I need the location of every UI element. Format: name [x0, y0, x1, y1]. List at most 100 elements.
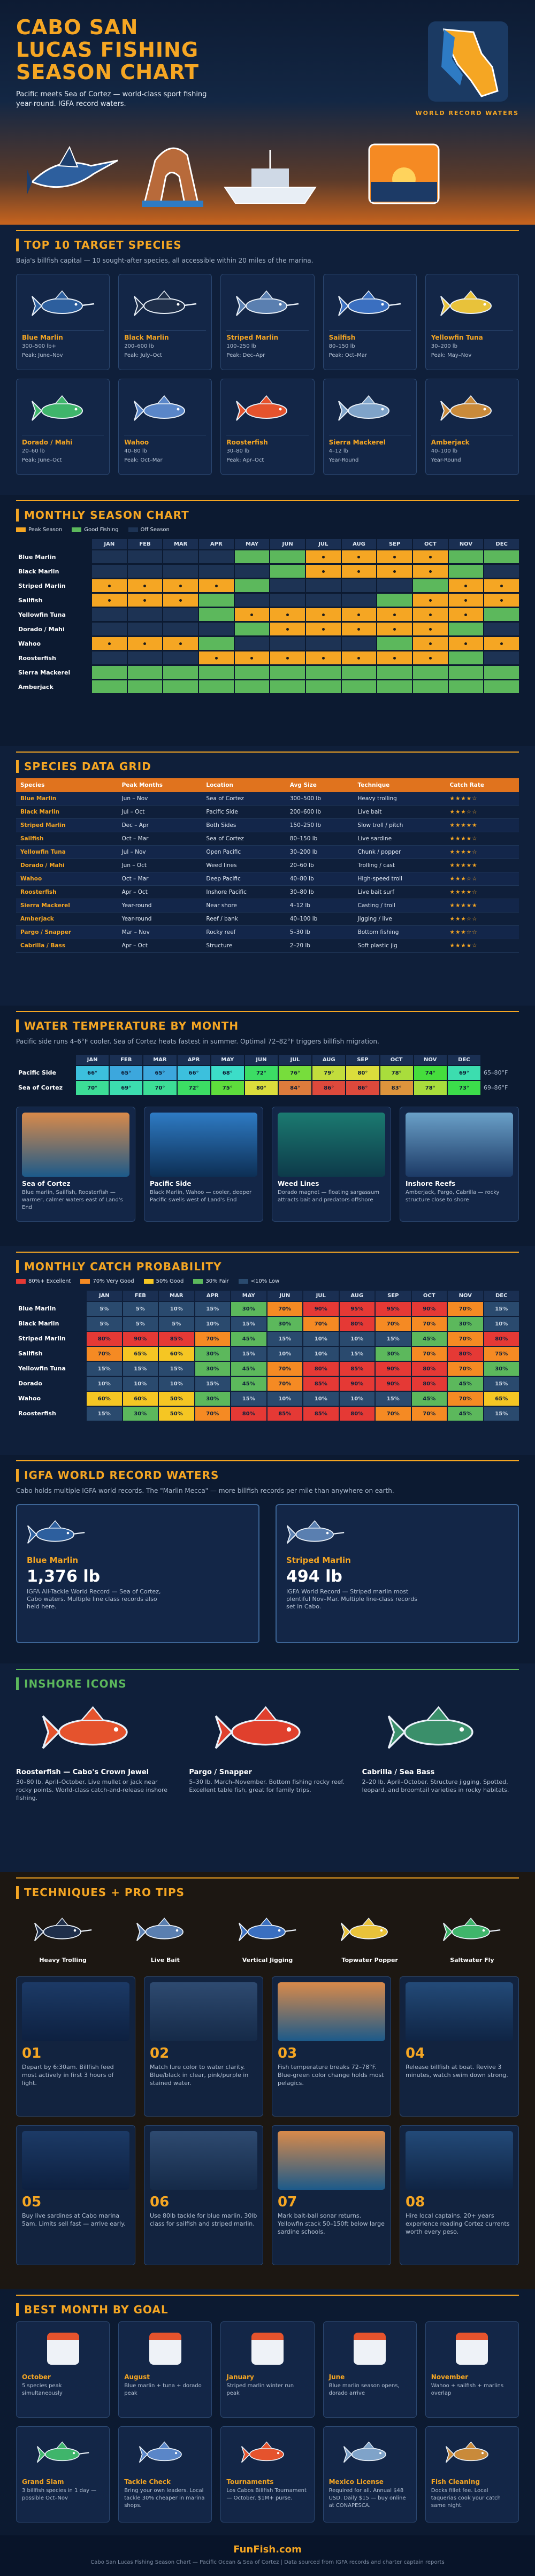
icon-shape [36, 1527, 74, 1542]
season-cell [412, 651, 448, 664]
icon-shape [27, 1520, 85, 1544]
peak-dot [143, 584, 147, 587]
table-cell: Both Sides [202, 818, 286, 832]
season-cell [448, 623, 484, 635]
month-label: JUN [270, 539, 305, 549]
icon-shape [73, 1929, 76, 1932]
table-row: Sailfish Oct – Mar Sea of Cortez 80–150 lb L… [16, 832, 519, 846]
probability-cell: 85% [339, 1362, 374, 1376]
table-cell: Pargo / Snapper [16, 925, 118, 939]
icon-shape [380, 1929, 383, 1932]
tip-image [406, 2131, 513, 2190]
section-rule [16, 230, 519, 231]
table-cell: 150–250 lb [285, 818, 354, 832]
icon-shape [177, 408, 180, 411]
method-label: Saltwater Fly [450, 1957, 494, 1964]
calendar-icon [149, 2333, 181, 2365]
icon-shape [440, 395, 492, 421]
month-label: MAY [234, 539, 270, 549]
shape [142, 201, 203, 207]
probability-cell: 80% [411, 1362, 447, 1376]
table-cell: Dorado / Mahi [16, 858, 118, 872]
probability-cell: 70% [267, 1302, 302, 1316]
goal-card: June Blue marlin season opens, dorado arr… [323, 2321, 417, 2418]
probability-cell: 45% [448, 1407, 483, 1421]
tip-card: 06 Use 80lb tackle for blue marlin, 30lb … [144, 2125, 263, 2265]
probability-cell: 5% [123, 1302, 158, 1316]
method: Saltwater Fly [425, 1910, 519, 1964]
icon-shape [489, 1929, 501, 1933]
season-cell [484, 594, 519, 607]
season-cell [341, 550, 377, 563]
fish-icon [31, 394, 95, 426]
table-row: Amberjack Year-round Reef / bank 40–100 lb J… [16, 912, 519, 926]
icon-shape [48, 1520, 62, 1529]
tip-number: 05 [22, 2194, 42, 2210]
season-cell [198, 623, 234, 635]
habitat-cards: Sea of Cortez Blue marlin, Sailfish, Roos… [16, 1107, 519, 1222]
icon-shape [286, 303, 299, 306]
probability-cell: 90% [123, 1332, 158, 1346]
month-label: JUN [267, 1291, 302, 1301]
month-label: APR [195, 1291, 230, 1301]
legend-label: Peak Season [28, 527, 63, 533]
table-cell: Amberjack [16, 912, 118, 926]
probability-cell: 45% [411, 1332, 447, 1346]
probability-cell: 80% [484, 1332, 519, 1346]
section-title: WATER TEMPERATURE BY MONTH [16, 1019, 519, 1032]
goal-text: Required for all. Annual $48 USD. Daily … [328, 2488, 406, 2509]
season-cell [484, 651, 519, 664]
probability-cell: 80% [303, 1362, 339, 1376]
probability-cell: 90% [411, 1302, 447, 1316]
probability-cell: 70% [448, 1392, 483, 1406]
probability-cell: 10% [195, 1317, 230, 1331]
icon-shape [177, 303, 180, 306]
icon-shape [440, 296, 452, 316]
peak-dot [322, 627, 325, 631]
tip-card: 04 Release billfish at boat. Revive 3 min… [400, 1976, 519, 2117]
peak-dot [322, 570, 325, 573]
table-cell: 200–600 lb [285, 805, 354, 819]
icon-shape [36, 2446, 46, 2463]
season-cell [341, 637, 377, 650]
season-cell [412, 550, 448, 563]
icon-shape [258, 395, 274, 404]
table-cell: 30–80 lb [285, 885, 354, 899]
season-cell [234, 651, 270, 664]
icon-shape [43, 1925, 81, 1939]
icon-shape [157, 2441, 171, 2449]
month-label: MAR [143, 1055, 177, 1065]
table-cell: Rocky reef [202, 925, 286, 939]
goal-text: Docks fillet fee. Local taquerias cook y… [431, 2488, 501, 2509]
footer-note: Cabo San Lucas Fishing Season Chart — Pa… [90, 2559, 445, 2565]
tip-number: 04 [406, 2045, 425, 2061]
legend-label: 50% Good [156, 1278, 184, 1284]
fish-icon [323, 1910, 417, 1952]
icon-shape [42, 1715, 60, 1749]
tip-text: Hire local captains. 20+ years experienc… [406, 2212, 510, 2235]
icon-shape [361, 1918, 376, 1926]
tip-card: 01 Depart by 6:30am. Billfish feed most a… [16, 1976, 135, 2117]
table-row: Black Marlin Jul – Oct Pacific Side 200–600… [16, 805, 519, 819]
probability-cell: 10% [339, 1392, 374, 1406]
icon-shape [36, 2441, 89, 2463]
arch-icon [142, 147, 203, 207]
month-label: FEB [110, 1055, 143, 1065]
method-label: Heavy Trolling [39, 1957, 87, 1964]
fish-icon [425, 1910, 519, 1952]
season-cell [341, 565, 377, 578]
goal-title: Tackle Check [124, 2478, 171, 2486]
shape [30, 159, 118, 188]
row-label: Sailfish [18, 1350, 43, 1357]
season-cell [412, 565, 448, 578]
probability-cell: 80% [411, 1377, 447, 1391]
legend-label: Off Season [140, 527, 170, 533]
temp-cell: 86° [346, 1081, 379, 1095]
icon-shape [54, 395, 70, 404]
species-name: Sierra Mackerel [328, 439, 386, 446]
season-cell [484, 637, 519, 650]
month-label: DEC [484, 539, 519, 549]
season-cell [270, 651, 305, 664]
month-label: DEC [484, 1291, 519, 1301]
icon-shape [381, 408, 384, 411]
